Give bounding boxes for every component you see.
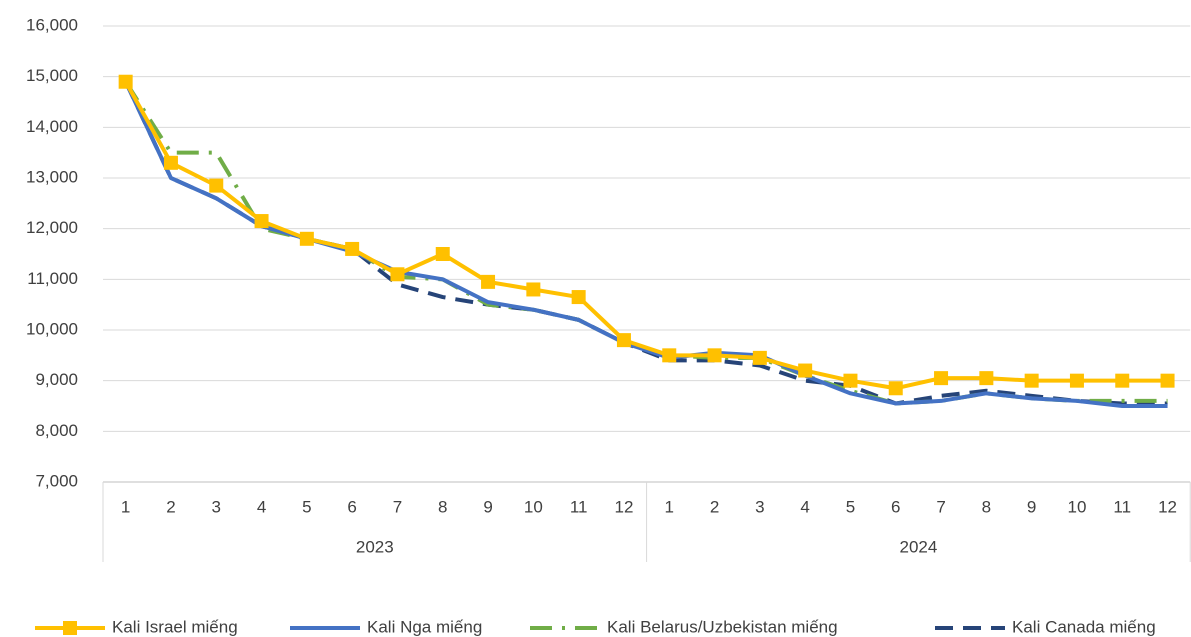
point-marker <box>1024 373 1039 388</box>
point-marker <box>345 241 360 256</box>
y-tick-label: 9,000 <box>35 370 78 389</box>
point-marker <box>526 282 541 297</box>
point-marker <box>798 363 813 378</box>
group-label: 2023 <box>356 537 394 556</box>
y-tick-label: 10,000 <box>26 319 78 338</box>
point-marker <box>616 333 631 348</box>
series-line <box>123 80 1168 391</box>
x-tick-label: 4 <box>257 497 266 516</box>
point-marker <box>435 247 450 261</box>
x-tick-label: 11 <box>570 497 588 516</box>
point-marker <box>390 267 405 282</box>
y-tick-label: 13,000 <box>26 167 78 186</box>
point-marker <box>163 155 178 170</box>
point-marker <box>752 350 767 365</box>
x-tick-label: 12 <box>1158 497 1177 516</box>
x-tick-label: 8 <box>982 497 991 516</box>
x-tick-label: 6 <box>347 497 356 516</box>
y-tick-label: 7,000 <box>35 471 78 490</box>
x-tick-label: 3 <box>755 497 764 516</box>
x-tick-label: 9 <box>483 497 492 516</box>
x-tick-label: 10 <box>524 497 543 516</box>
x-tick-label: 6 <box>891 497 900 516</box>
x-tick-label: 5 <box>302 497 311 516</box>
point-marker <box>979 371 994 386</box>
legend-label: Kali Canada miếng <box>1012 617 1156 636</box>
point-marker <box>481 274 496 289</box>
point-marker <box>934 371 949 386</box>
point-marker <box>1160 373 1175 388</box>
legend-label: Kali Nga miếng <box>367 617 482 636</box>
x-tick-label: 8 <box>438 497 447 516</box>
x-tick-label: 11 <box>1113 497 1131 516</box>
y-tick-label: 8,000 <box>35 421 78 440</box>
x-tick-label: 1 <box>665 497 674 516</box>
point-marker <box>209 178 224 193</box>
y-tick-label: 14,000 <box>26 117 78 136</box>
x-tick-label: 2 <box>166 497 175 516</box>
x-tick-label: 3 <box>212 497 221 516</box>
point-marker <box>707 348 722 363</box>
x-tick-label: 10 <box>1067 497 1086 516</box>
x-tick-label: 2 <box>710 497 719 516</box>
y-tick-label: 15,000 <box>26 66 78 85</box>
y-tick-label: 12,000 <box>26 218 78 237</box>
x-tick-label: 5 <box>846 497 855 516</box>
y-tick-label: 11,000 <box>27 269 78 288</box>
group-label: 2024 <box>899 537 937 556</box>
series-line <box>123 80 1168 408</box>
point-marker <box>662 348 677 363</box>
legend-label: Kali Israel miếng <box>112 617 238 636</box>
x-tick-label: 7 <box>936 497 945 516</box>
legend-marker <box>63 621 77 635</box>
point-marker <box>571 290 586 305</box>
point-marker <box>843 373 858 388</box>
series-line <box>123 80 1168 406</box>
x-tick-label: 4 <box>800 497 809 516</box>
point-marker <box>118 74 133 89</box>
y-tick-label: 16,000 <box>26 15 78 34</box>
point-marker <box>1115 373 1130 388</box>
point-marker <box>299 231 314 246</box>
x-tick-label: 9 <box>1027 497 1036 516</box>
series-line <box>123 80 1168 406</box>
point-marker <box>1069 373 1084 388</box>
point-marker <box>888 381 903 396</box>
legend-label: Kali Belarus/Uzbekistan miếng <box>607 617 838 636</box>
x-tick-label: 7 <box>393 497 402 516</box>
x-tick-label: 1 <box>121 497 130 516</box>
x-tick-label: 12 <box>614 497 633 516</box>
point-marker <box>254 214 269 229</box>
